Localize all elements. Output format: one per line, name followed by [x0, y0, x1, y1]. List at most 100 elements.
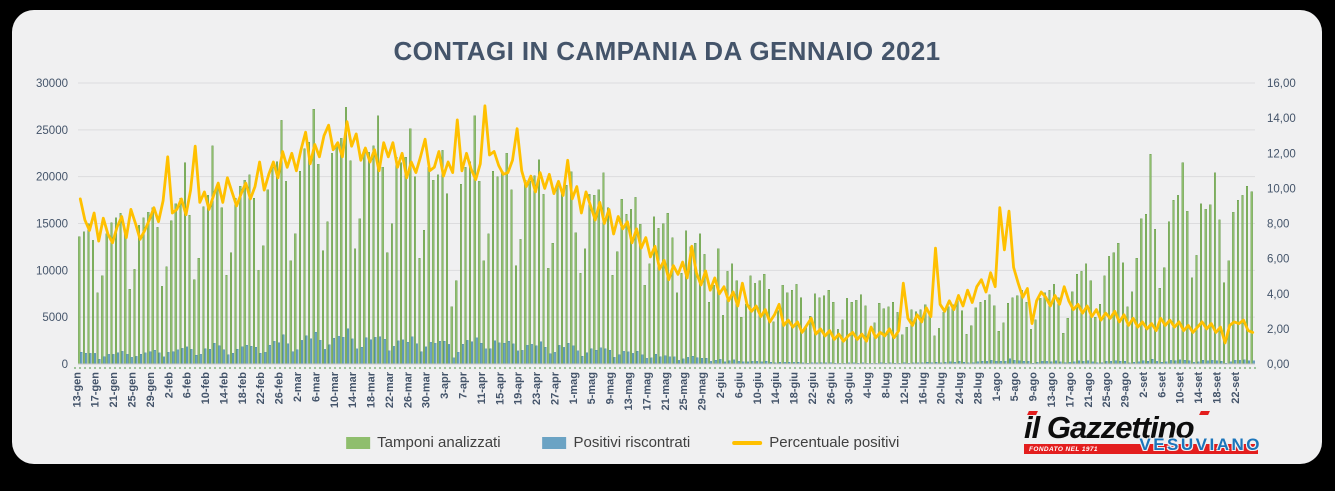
positivi-bar	[236, 348, 239, 365]
x-tick-label: 4-lug	[862, 372, 874, 398]
positivi-bar	[411, 336, 414, 365]
tamponi-bar	[597, 189, 600, 365]
tamponi-bar	[772, 321, 775, 365]
positivi-bar	[438, 340, 441, 365]
positivi-bar	[300, 340, 303, 365]
tamponi-bar	[220, 207, 223, 365]
x-tick-label: 22-mar	[384, 371, 396, 408]
x-tick-label: 27-apr	[550, 371, 562, 405]
tamponi-bar	[446, 193, 449, 365]
tamponi-bar	[960, 310, 964, 365]
positivi-bar	[231, 352, 235, 365]
tamponi-bar	[533, 175, 536, 365]
positivi-bar	[93, 353, 97, 365]
tamponi-bar	[905, 327, 908, 365]
positivi-bar	[213, 342, 216, 365]
positivi-bar	[342, 337, 345, 365]
tamponi-bar	[965, 333, 968, 365]
tamponi-bar	[970, 325, 973, 365]
positivi-bar	[1169, 360, 1172, 365]
x-tick-label: 13-ago	[1046, 372, 1058, 408]
tamponi-bar	[344, 107, 347, 365]
x-tick-label: 17-mag	[641, 372, 653, 411]
tamponi-bar	[248, 174, 251, 365]
positivi-bar	[158, 352, 161, 365]
positivi-bar	[337, 336, 340, 365]
tamponi-bar	[1195, 255, 1198, 365]
positivi-bar	[1243, 359, 1246, 365]
tamponi-bar	[427, 167, 430, 365]
tamponi-bar	[340, 138, 343, 365]
x-tick-label: 6-set	[1156, 372, 1168, 398]
tamponi-bar	[1163, 267, 1166, 365]
positivi-bar	[1142, 360, 1145, 365]
positivi-swatch-icon	[542, 436, 567, 449]
positivi-bar	[498, 342, 501, 365]
legend-item-positivi: Positivi riscontrati	[542, 434, 690, 451]
tamponi-bar	[698, 233, 701, 365]
x-tick-label: 24-lug	[954, 372, 966, 404]
positivi-bar	[595, 349, 598, 365]
tamponi-bar	[160, 286, 164, 365]
x-tick-label: 14-mar	[347, 371, 359, 408]
tamponi-bar	[229, 252, 233, 365]
positivi-bar	[406, 341, 409, 365]
legend-item-tamponi: Tamponi analizzati	[346, 434, 501, 451]
tamponi-bar	[1241, 195, 1244, 365]
positivi-bar	[664, 355, 667, 365]
tamponi-bar	[386, 252, 389, 365]
tamponi-bar	[657, 227, 660, 365]
tamponi-bar	[1209, 204, 1212, 365]
positivi-bar	[245, 344, 248, 365]
tamponi-bar	[151, 207, 154, 365]
tamponi-bar	[1154, 228, 1157, 365]
y-right-tick-label: 4,00	[1267, 289, 1289, 301]
x-tick-label: 18-feb	[237, 372, 249, 405]
tamponi-bar	[436, 174, 439, 365]
tamponi-bar	[855, 300, 858, 365]
tamponi-bar	[616, 251, 619, 365]
positivi-bar	[264, 352, 267, 365]
x-tick-label: 29-gen	[145, 372, 157, 408]
tamponi-bar	[947, 306, 950, 365]
y-right-tick-label: 0,00	[1267, 359, 1289, 371]
tamponi-bar	[321, 250, 324, 365]
tamponi-swatch-icon	[346, 436, 371, 449]
legend-item-percentuale: Percentuale positivi	[732, 434, 899, 451]
tamponi-bar	[1094, 316, 1097, 365]
x-tick-label: 29-ago	[1120, 372, 1132, 408]
x-tick-label: 29-mag	[697, 372, 709, 411]
x-tick-label: 22-giu	[807, 372, 819, 404]
tamponi-bar	[570, 171, 573, 365]
tamponi-bar	[823, 295, 826, 365]
tamponi-bar	[786, 292, 789, 365]
positivi-bar	[503, 343, 506, 365]
positivi-bar	[250, 346, 253, 365]
tamponi-bar	[565, 184, 568, 365]
tamponi-bar	[128, 288, 131, 365]
y-left-tick-label: 10000	[36, 265, 68, 277]
tamponi-bar	[901, 334, 904, 365]
positivi-bar	[222, 349, 225, 365]
positivi-bar	[728, 360, 731, 365]
tamponi-bar	[1080, 271, 1083, 365]
tamponi-bar	[1144, 213, 1147, 365]
tamponi-bar	[1232, 212, 1235, 365]
x-tick-label: 10-feb	[200, 372, 212, 405]
x-tick-label: 17-gen	[90, 372, 102, 408]
logo-red-accent	[1199, 411, 1210, 415]
positivi-bar	[153, 349, 156, 365]
positivi-bar	[167, 352, 170, 365]
y-left-tick-label: 20000	[36, 172, 68, 184]
positivi-bar	[429, 342, 432, 365]
positivi-bar	[613, 357, 616, 365]
tamponi-bar	[188, 214, 191, 365]
tamponi-bar	[708, 301, 711, 365]
tamponi-bar	[266, 189, 269, 365]
x-tick-label: 28-lug	[972, 372, 984, 404]
positivi-bar	[259, 353, 262, 365]
tamponi-bar	[514, 265, 518, 365]
tamponi-bar	[1006, 302, 1010, 365]
tamponi-bar	[846, 298, 849, 365]
tamponi-bar	[252, 198, 256, 365]
